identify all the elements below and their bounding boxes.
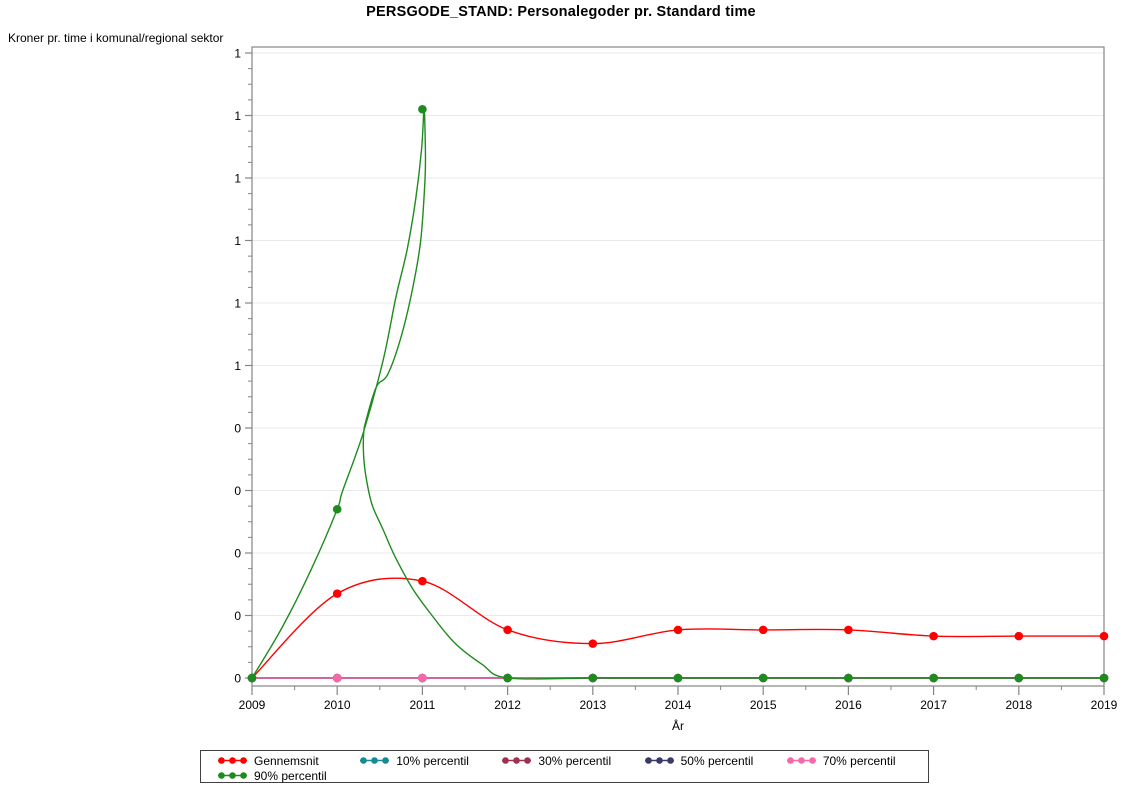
y-tick-label: 0 <box>234 547 241 561</box>
x-tick-label: 2012 <box>494 698 521 712</box>
x-tick-label: 2015 <box>750 698 777 712</box>
y-tick-label: 1 <box>234 359 241 373</box>
data-point-90-percentil <box>247 673 257 683</box>
gridlines <box>252 52 1104 679</box>
x-tick-label: 2014 <box>665 698 692 712</box>
x-tick-label: 2013 <box>579 698 606 712</box>
x-tick-label: 2009 <box>239 698 266 712</box>
chart-title: PERSGODE_STAND: Personalegoder pr. Stand… <box>366 4 756 20</box>
legend-row: Gennemsnit 10% percentil 30% percentil 50% … <box>217 753 928 768</box>
legend-marker-50-percentil <box>644 757 674 764</box>
plot-frame <box>251 46 1105 687</box>
data-point-90-percentil <box>1099 673 1109 683</box>
data-point-90-percentil <box>332 504 342 514</box>
data-point-70-percentil <box>418 673 427 683</box>
data-point-gennemsnit <box>1014 631 1024 641</box>
legend-marker-10-percentil <box>360 757 390 764</box>
data-point-90-percentil <box>758 673 768 683</box>
legend-marker-30-percentil <box>502 757 532 764</box>
legend-label: 30% percentil <box>538 753 612 768</box>
y-tick-label: 0 <box>234 609 241 623</box>
x-axis-ticks: 2009 2010 2011 2012 2013 2014 2015 2016 2017 2018… <box>239 686 1118 712</box>
series-line-gennemsnit <box>251 577 1104 679</box>
y-tick-label: 0 <box>234 672 241 686</box>
x-tick-label: 2019 <box>1091 698 1118 712</box>
data-point-gennemsnit <box>929 631 938 641</box>
series-line-90-percentil <box>251 108 1104 680</box>
x-tick-label: 2017 <box>920 698 947 712</box>
x-tick-label: 2016 <box>835 698 862 712</box>
legend-marker-90-percentil <box>218 772 247 779</box>
x-tick-label: 2018 <box>1005 698 1032 712</box>
legend-label: 50% percentil <box>680 753 754 768</box>
data-point-gennemsnit <box>332 589 342 598</box>
legend-entry-10-percentil: 10% percentil <box>359 754 501 768</box>
legend-entry-70-percentil: 70% percentil <box>786 754 928 768</box>
data-point-gennemsnit <box>844 625 853 635</box>
legend: Gennemsnit 10% percentil 30% percentil 50% … <box>200 750 929 783</box>
y-tick-label: 1 <box>234 47 241 61</box>
y-tick-label: 1 <box>234 172 241 186</box>
series-90-percentil <box>247 104 1109 683</box>
data-point-90-percentil <box>929 673 938 683</box>
data-point-gennemsnit <box>503 625 512 635</box>
legend-entry-gennemsnit: Gennemsnit <box>217 754 359 768</box>
data-point-gennemsnit <box>588 639 598 648</box>
data-point-70-percentil <box>332 673 342 683</box>
x-tick-label: 2011 <box>409 698 435 712</box>
data-point-gennemsnit <box>1099 631 1109 641</box>
legend-entry-50-percentil: 50% percentil <box>644 754 786 768</box>
data-point-90-percentil <box>418 104 427 114</box>
legend-label: 90% percentil <box>254 768 327 783</box>
y-tick-label: 1 <box>234 234 241 248</box>
y-tick-label: 1 <box>234 109 241 123</box>
y-axis-ticks: 0 0 0 0 0 1 1 1 1 1 1 <box>234 47 252 686</box>
legend-label: 70% percentil <box>822 753 896 768</box>
data-point-gennemsnit <box>758 625 768 635</box>
data-point-90-percentil <box>503 673 512 683</box>
legend-entry-90-percentil: 90% percentil <box>217 769 366 783</box>
legend-row: 90% percentil <box>217 768 928 783</box>
legend-marker-70-percentil <box>786 757 816 764</box>
legend-label: Gennemsnit <box>254 753 319 768</box>
data-point-90-percentil <box>844 673 853 683</box>
legend-entry-30-percentil: 30% percentil <box>501 754 643 768</box>
data-point-90-percentil <box>673 673 683 683</box>
series-gennemsnit <box>247 576 1109 683</box>
legend-marker-gennemsnit <box>218 757 247 764</box>
data-point-90-percentil <box>1014 673 1024 683</box>
y-tick-label: 0 <box>234 422 241 436</box>
data-point-gennemsnit <box>418 576 427 586</box>
data-point-gennemsnit <box>673 625 683 635</box>
data-point-90-percentil <box>588 673 598 683</box>
y-tick-label: 1 <box>234 297 241 311</box>
x-tick-label: 2010 <box>324 698 351 712</box>
x-axis-label: År <box>672 719 684 733</box>
y-axis-label: Kroner pr. time i komunal/regional sekto… <box>8 31 224 45</box>
y-tick-label: 0 <box>234 484 241 498</box>
legend-label: 10% percentil <box>396 753 469 768</box>
